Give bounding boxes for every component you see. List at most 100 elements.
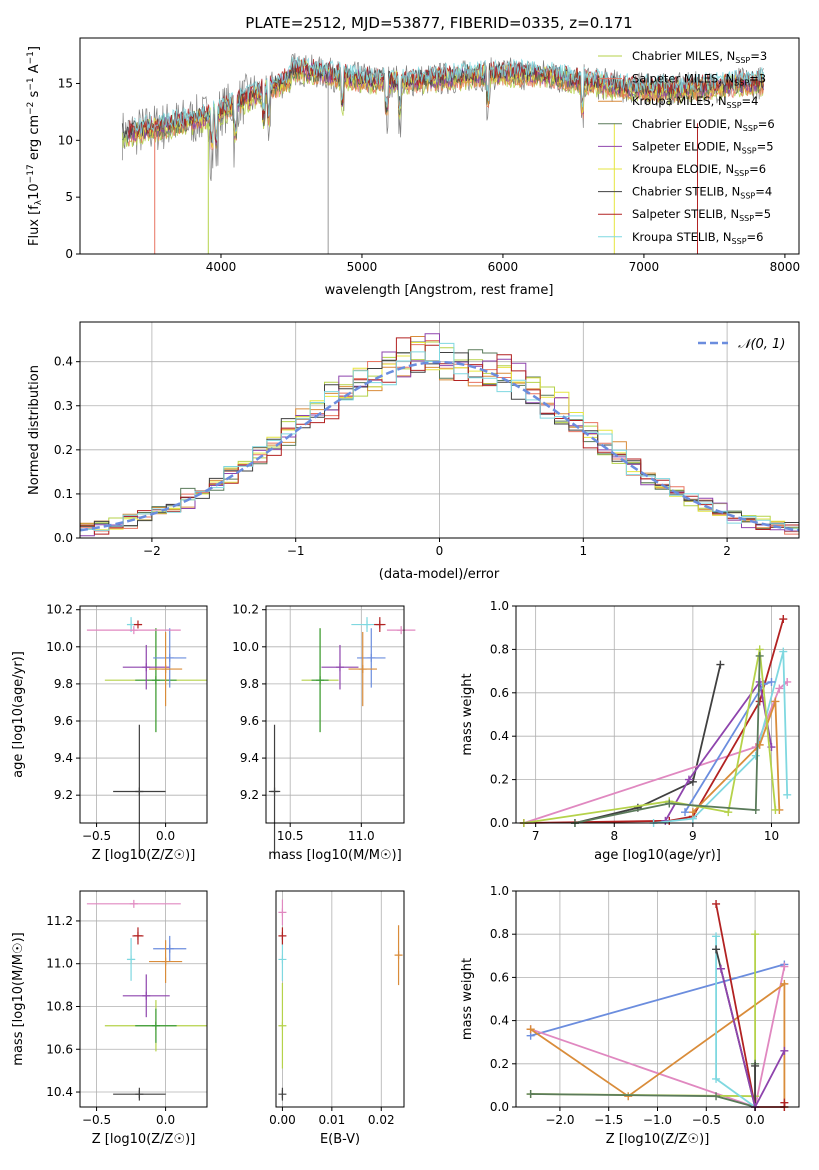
ticks: −2.0 −1.5 −1.0 −0.5 0.0 0.0 0.2 0.4 0.6 0.8 1.0 [490,884,765,1127]
x-tick-label: 8 [610,829,618,843]
point-marker [716,964,725,973]
x-tick-label: −1.0 [643,1113,672,1127]
spectrum-title: PLATE=2512, MJD=53877, FIBERID=0335, z=0… [245,14,632,32]
y-tick-label: 0.6 [490,970,509,984]
age-vs-mass-plot: 10.5 11.0 9.2 9.4 9.6 9.8 10.0 10.2 mass [log10(… [232,603,416,863]
y-tick-label: 10.0 [46,640,73,654]
y-axis-label: age [log10(age/yr)] [11,651,26,778]
point-marker [142,991,151,1000]
point-marker [716,660,725,669]
axes-frame [79,890,208,1108]
y-tick-label: 9.4 [54,751,73,765]
ticks: 10.5 11.0 9.2 9.4 9.6 9.8 10.0 10.2 [232,603,374,843]
point-marker [375,620,384,629]
y-tick-label: 0.8 [490,642,509,656]
x-tick-label: 9 [689,829,697,843]
residuals-ylabel: Normed distribution [27,365,42,495]
ticks: 0.00 0.01 0.02 [269,1107,395,1127]
legend-label: Chabrier MILES, NSSP=3 [632,49,767,65]
y-tick-label: 11.2 [46,914,73,928]
y-axis-label: mass [log10(M/M☉)] [11,932,26,1065]
point-marker [316,676,325,685]
residuals-ticks: −2 −1 0 1 2 0.0 0.1 0.2 0.3 0.4 [54,355,731,558]
legend-label: Chabrier ELODIE, NSSP=6 [632,117,775,133]
x-tick-label: 7 [532,829,540,843]
x-tick-label: 8000 [770,260,801,274]
point-marker [712,1074,721,1083]
y-tick-label: 15 [58,76,73,90]
point-marker [779,615,788,624]
point-marker [751,1061,760,1070]
point-marker [133,931,142,940]
point-marker [358,665,367,674]
ticks: 7 8 9 10 0.0 0.2 0.4 0.6 0.8 1.0 [490,599,779,843]
point-marker [684,775,693,784]
y-tick-label: 0.0 [490,1100,509,1114]
point-marker [780,962,789,971]
point-marker [367,653,376,662]
point-marker [278,931,287,940]
axes-frame [265,605,405,824]
point-marker [135,1090,144,1099]
x-axis-label: mass [log10(M/M☉)] [268,848,401,863]
point-marker [724,808,733,817]
point-marker [771,697,780,706]
spectrum-xlabel: wavelength [Angstrom, rest frame] [325,283,554,298]
point-marker [161,957,170,966]
x-tick-label: 0.02 [368,1113,395,1127]
point-marker [688,808,697,817]
histogram-step [80,342,799,531]
y-tick-label: 9.8 [54,677,73,691]
mass-weight-vs-age-plot: 7 8 9 10 0.0 0.2 0.4 0.6 0.8 1.0 age [log10(age/yr… [460,599,800,863]
point-marker [775,684,784,693]
point-marker [142,663,151,672]
y-tick-label: 9.6 [240,714,259,728]
x-tick-label: 4000 [206,260,237,274]
point-marker [161,665,170,674]
series-lines [519,615,792,827]
y-tick-label: 0.3 [54,399,73,413]
x-tick-label: 0.0 [156,829,175,843]
x-axis-label: Z [log10(Z/Z☉)] [92,1132,196,1147]
y-tick-label: 0.2 [490,1057,509,1071]
y-tick-label: 0.6 [490,686,509,700]
x-tick-label: 7000 [629,260,660,274]
point-marker [780,1098,789,1107]
series-line [574,655,761,824]
legend-label: Chabrier STELIB, NSSP=4 [632,185,772,201]
x-tick-label: 6000 [488,260,519,274]
y-tick-label: 9.8 [240,677,259,691]
y-tick-label: 0.4 [490,729,509,743]
axes-frame [275,890,405,1108]
y-axis-label: mass weight [460,673,475,755]
point-marker [129,626,138,635]
series-line [530,982,786,1107]
point-marker [712,899,721,908]
legend-label: Salpeter STELIB, NSSP=5 [632,207,771,223]
x-axis-label: E(B-V) [320,1132,360,1147]
data-points [278,899,403,1101]
point-marker [135,787,144,796]
gaussian-curve [79,360,800,532]
y-tick-label: 11.0 [46,957,73,971]
y-tick-label: 10.8 [46,999,73,1013]
point-marker [779,647,788,656]
point-marker [751,930,760,939]
y-tick-label: 0.8 [490,927,509,941]
y-tick-label: 10 [58,133,73,147]
legend-label: Salpeter MILES, NSSP=3 [632,72,766,88]
y-tick-label: 0.2 [490,773,509,787]
spectrum-lines [121,53,764,254]
legend-label: Kroupa STELIB, NSSP=6 [632,230,763,246]
y-tick-label: 0.0 [490,816,509,830]
y-tick-label: 10.0 [232,640,259,654]
point-marker [151,1021,160,1030]
model-line [134,57,764,144]
y-tick-label: 5 [65,190,73,204]
point-marker [712,945,721,954]
spectrum-legend: Chabrier MILES, NSSP=3 Salpeter MILES, NS… [598,49,775,246]
legend-label: Kroupa ELODIE, NSSP=6 [632,162,766,178]
spectrum-ticks: 4000 5000 6000 7000 8000 0 5 10 15 [58,76,800,274]
residuals-xlabel: (data-model)/error [379,567,500,582]
